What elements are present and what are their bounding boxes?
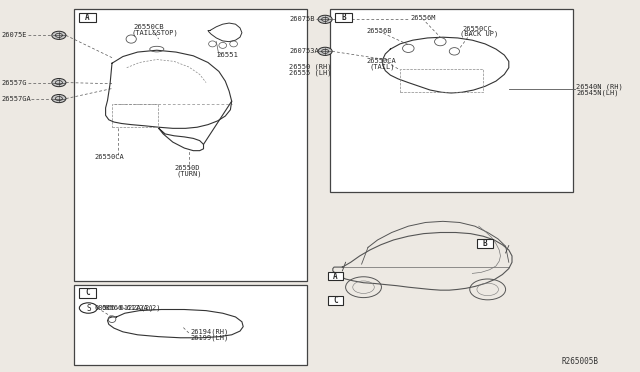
Circle shape — [52, 94, 66, 103]
Text: C: C — [85, 288, 90, 297]
Bar — [330, 9, 573, 192]
Text: 26555 (LH): 26555 (LH) — [289, 69, 332, 76]
Text: 26550CA: 26550CA — [366, 58, 396, 64]
Text: 26550D: 26550D — [174, 165, 200, 171]
Text: 26540N (RH): 26540N (RH) — [576, 83, 623, 90]
Text: S: S — [86, 304, 91, 312]
Text: 08566-6122A(2): 08566-6122A(2) — [95, 305, 154, 311]
Circle shape — [318, 15, 332, 23]
Bar — [400, 69, 483, 92]
Bar — [74, 9, 307, 281]
Text: A: A — [85, 13, 90, 22]
Text: 08566-6122A(2): 08566-6122A(2) — [101, 305, 161, 311]
Text: 26557G: 26557G — [1, 80, 27, 86]
Bar — [477, 239, 493, 248]
Bar — [112, 104, 158, 127]
Text: 26556B: 26556B — [366, 28, 392, 33]
Text: R265005B: R265005B — [562, 357, 599, 366]
Text: 26545N(LH): 26545N(LH) — [576, 89, 618, 96]
Bar — [335, 13, 352, 22]
Text: 26194(RH): 26194(RH) — [191, 328, 229, 335]
Circle shape — [318, 47, 332, 55]
Bar — [328, 296, 343, 305]
Circle shape — [52, 78, 66, 87]
Text: 26075B: 26075B — [289, 16, 315, 22]
Text: 26199(LH): 26199(LH) — [191, 334, 229, 341]
Text: 26556M: 26556M — [411, 15, 436, 21]
Text: (TAIL): (TAIL) — [370, 64, 396, 70]
Text: (TURN): (TURN) — [176, 170, 202, 177]
Text: 26075E: 26075E — [1, 32, 27, 38]
Text: (BACK UP): (BACK UP) — [460, 31, 498, 38]
Bar — [79, 288, 96, 298]
Text: 26550CB: 26550CB — [133, 24, 164, 30]
Text: 26550 (RH): 26550 (RH) — [289, 64, 332, 70]
Text: A: A — [333, 272, 338, 280]
Text: 26551: 26551 — [216, 52, 238, 58]
Text: 26550CA: 26550CA — [95, 154, 124, 160]
Text: (TAIL&STOP): (TAIL&STOP) — [131, 29, 178, 36]
Circle shape — [52, 31, 66, 39]
Text: B: B — [483, 239, 488, 248]
Text: B: B — [341, 13, 346, 22]
Text: C: C — [333, 296, 338, 305]
Text: 26550CC: 26550CC — [462, 26, 492, 32]
Bar — [74, 285, 307, 365]
Bar — [79, 13, 96, 22]
Bar — [328, 272, 343, 280]
Text: 260753A: 260753A — [289, 48, 319, 54]
Text: 26557GA: 26557GA — [1, 96, 31, 102]
